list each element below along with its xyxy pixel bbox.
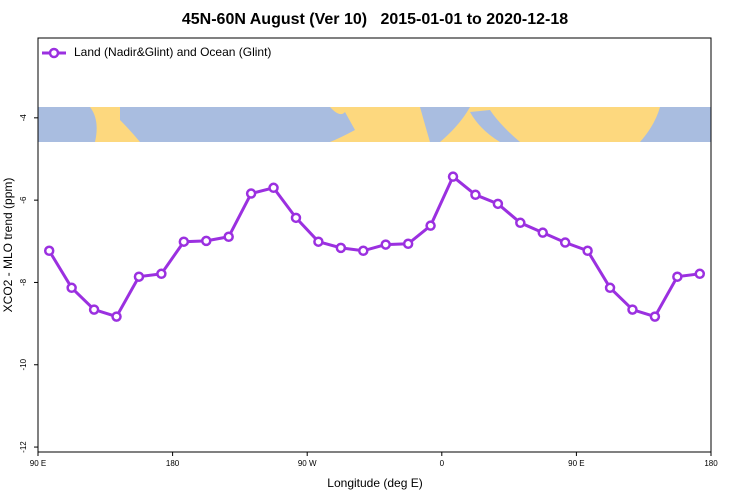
y-tick-label: -4 <box>19 114 28 122</box>
data-point <box>672 271 683 282</box>
x-tick-label: 90 E <box>30 459 46 468</box>
data-point <box>335 242 347 254</box>
legend-marker <box>48 47 60 59</box>
plot-frame <box>37 37 712 453</box>
legend-label: Land (Nadir&Glint) and Ocean (Glint) <box>74 45 271 59</box>
data-point <box>178 236 190 247</box>
data-point <box>537 227 548 238</box>
x-tick-label: 0 <box>440 459 445 468</box>
data-point <box>358 245 369 257</box>
data-point <box>133 271 145 282</box>
x-axis-label: Longitude (deg E) <box>327 476 422 490</box>
data-point <box>313 236 324 247</box>
data-point <box>88 304 100 315</box>
data-point <box>402 238 414 250</box>
x-tick-label: 90 W <box>298 459 317 468</box>
data-point <box>694 268 706 280</box>
data-point <box>43 245 55 257</box>
data-point <box>156 268 167 280</box>
y-tick-label: -12 <box>19 441 28 453</box>
chart-title: 45N-60N August (Ver 10) 2015-01-01 to 20… <box>182 11 568 28</box>
data-point <box>223 231 234 243</box>
data-point <box>245 188 257 199</box>
data-point <box>201 235 212 247</box>
data-point <box>582 245 593 257</box>
x-tick-label: 90 E <box>568 459 584 468</box>
data-point <box>290 212 302 224</box>
data-point <box>492 198 504 210</box>
data-point <box>649 311 661 322</box>
x-tick-label: 180 <box>166 459 180 468</box>
data-point <box>515 217 526 229</box>
data-point <box>470 189 481 201</box>
y-tick-label: -10 <box>19 358 28 370</box>
data-point <box>66 282 77 294</box>
data-point <box>268 182 279 194</box>
data-point <box>111 311 122 322</box>
series-line <box>47 174 700 319</box>
y-tick-label: -8 <box>19 278 28 286</box>
data-point <box>559 237 571 248</box>
data-point <box>447 171 459 182</box>
data-point <box>627 304 638 315</box>
y-tick-label: -6 <box>19 196 28 204</box>
y-axis-label: XCO2 - MLO trend (ppm) <box>1 178 15 313</box>
map-strip <box>38 107 711 142</box>
data-point <box>380 239 391 250</box>
data-point <box>604 282 616 294</box>
x-tick-label: 180 <box>704 459 718 468</box>
data-point <box>425 220 436 231</box>
